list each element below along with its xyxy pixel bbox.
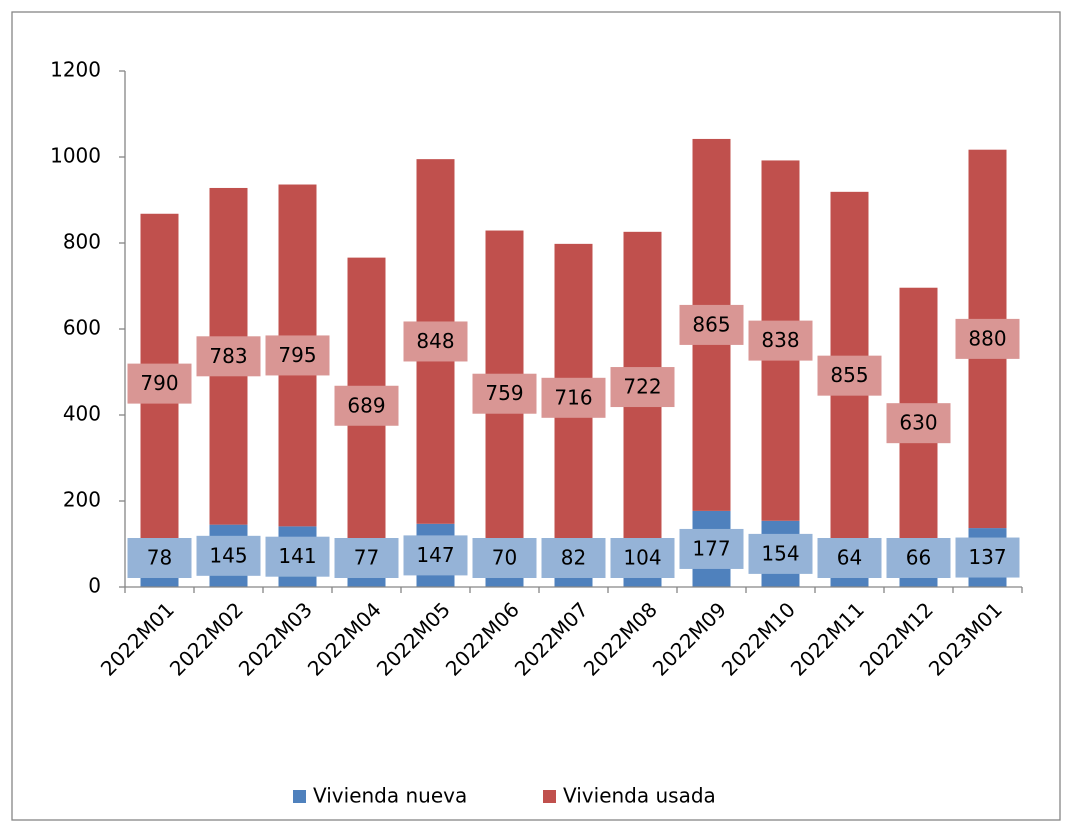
y-tick-label: 0 — [88, 574, 101, 598]
data-label-box — [955, 318, 1020, 359]
legend-swatch — [293, 790, 306, 803]
data-label: 838 — [748, 320, 813, 361]
data-label-box — [817, 538, 882, 578]
legend-label: Vivienda nueva — [313, 784, 467, 808]
y-tick-label: 1200 — [50, 58, 101, 82]
data-label-box — [541, 538, 606, 578]
data-label-box — [679, 528, 744, 569]
data-label: 141 — [265, 536, 330, 577]
data-label: 759 — [472, 373, 537, 414]
y-tick-label: 1000 — [50, 144, 101, 168]
data-label-text: 145 — [209, 543, 247, 567]
data-label: 82 — [541, 538, 606, 578]
data-label-box — [196, 535, 261, 576]
data-label-text: 880 — [968, 326, 1006, 350]
data-label-box — [886, 538, 951, 578]
data-label-box — [265, 536, 330, 577]
data-label: 790 — [127, 363, 192, 404]
data-label: 865 — [679, 304, 744, 345]
data-label: 716 — [541, 377, 606, 418]
data-label-box — [196, 336, 261, 377]
data-label-text: 70 — [492, 546, 517, 570]
data-label-box — [334, 385, 399, 426]
data-label-text: 141 — [278, 544, 316, 568]
data-label-text: 855 — [830, 363, 868, 387]
data-label: 880 — [955, 318, 1020, 359]
y-tick-label: 600 — [63, 316, 101, 340]
data-label: 64 — [817, 538, 882, 578]
data-label-text: 154 — [761, 541, 799, 565]
data-label-box — [955, 537, 1020, 578]
data-label-box — [541, 377, 606, 418]
data-label-box — [472, 538, 537, 578]
chart-frame — [11, 11, 1061, 821]
data-label: 154 — [748, 533, 813, 574]
data-label: 689 — [334, 385, 399, 426]
data-label-text: 838 — [761, 328, 799, 352]
data-label: 147 — [403, 535, 468, 576]
data-label: 783 — [196, 336, 261, 377]
data-label: 630 — [886, 403, 951, 444]
data-label-box — [334, 538, 399, 578]
data-label: 145 — [196, 535, 261, 576]
data-label-box — [886, 403, 951, 444]
data-label: 722 — [610, 367, 675, 408]
data-label-box — [748, 320, 813, 361]
data-label-text: 78 — [147, 546, 172, 570]
data-label-text: 865 — [692, 312, 730, 336]
data-label: 795 — [265, 335, 330, 376]
data-label-text: 848 — [416, 329, 454, 353]
data-label: 77 — [334, 538, 399, 578]
data-label: 848 — [403, 321, 468, 362]
data-label-text: 177 — [692, 536, 730, 560]
data-label-text: 722 — [623, 375, 661, 399]
data-label: 78 — [127, 538, 192, 578]
data-label-box — [127, 363, 192, 404]
data-label-box — [472, 373, 537, 414]
data-label-text: 82 — [561, 546, 586, 570]
data-label: 66 — [886, 538, 951, 578]
data-label-text: 689 — [347, 393, 385, 417]
data-label: 70 — [472, 538, 537, 578]
legend-swatch — [543, 790, 556, 803]
data-label-text: 137 — [968, 545, 1006, 569]
data-label-box — [679, 304, 744, 345]
data-label-box — [610, 538, 675, 578]
data-label-box — [403, 535, 468, 576]
data-label-text: 783 — [209, 344, 247, 368]
data-label-text: 795 — [278, 343, 316, 367]
data-label-box — [748, 533, 813, 574]
data-label-box — [610, 367, 675, 408]
y-tick-label: 200 — [63, 488, 101, 512]
data-label: 177 — [679, 528, 744, 569]
data-label-box — [127, 538, 192, 578]
data-label-box — [817, 355, 882, 396]
data-label: 137 — [955, 537, 1020, 578]
data-label-text: 64 — [837, 546, 862, 570]
data-label-text: 66 — [906, 546, 931, 570]
data-label-text: 759 — [485, 381, 523, 405]
y-tick-label: 400 — [63, 402, 101, 426]
data-label-text: 77 — [354, 546, 379, 570]
data-label: 855 — [817, 355, 882, 396]
data-label-text: 716 — [554, 385, 592, 409]
y-tick-label: 800 — [63, 230, 101, 254]
data-label: 104 — [610, 538, 675, 578]
legend-label: Vivienda usada — [563, 784, 716, 808]
data-label-text: 790 — [140, 371, 178, 395]
data-label-text: 630 — [899, 411, 937, 435]
data-label-box — [403, 321, 468, 362]
data-label-text: 147 — [416, 543, 454, 567]
data-label-box — [265, 335, 330, 376]
data-label-text: 104 — [623, 546, 661, 570]
